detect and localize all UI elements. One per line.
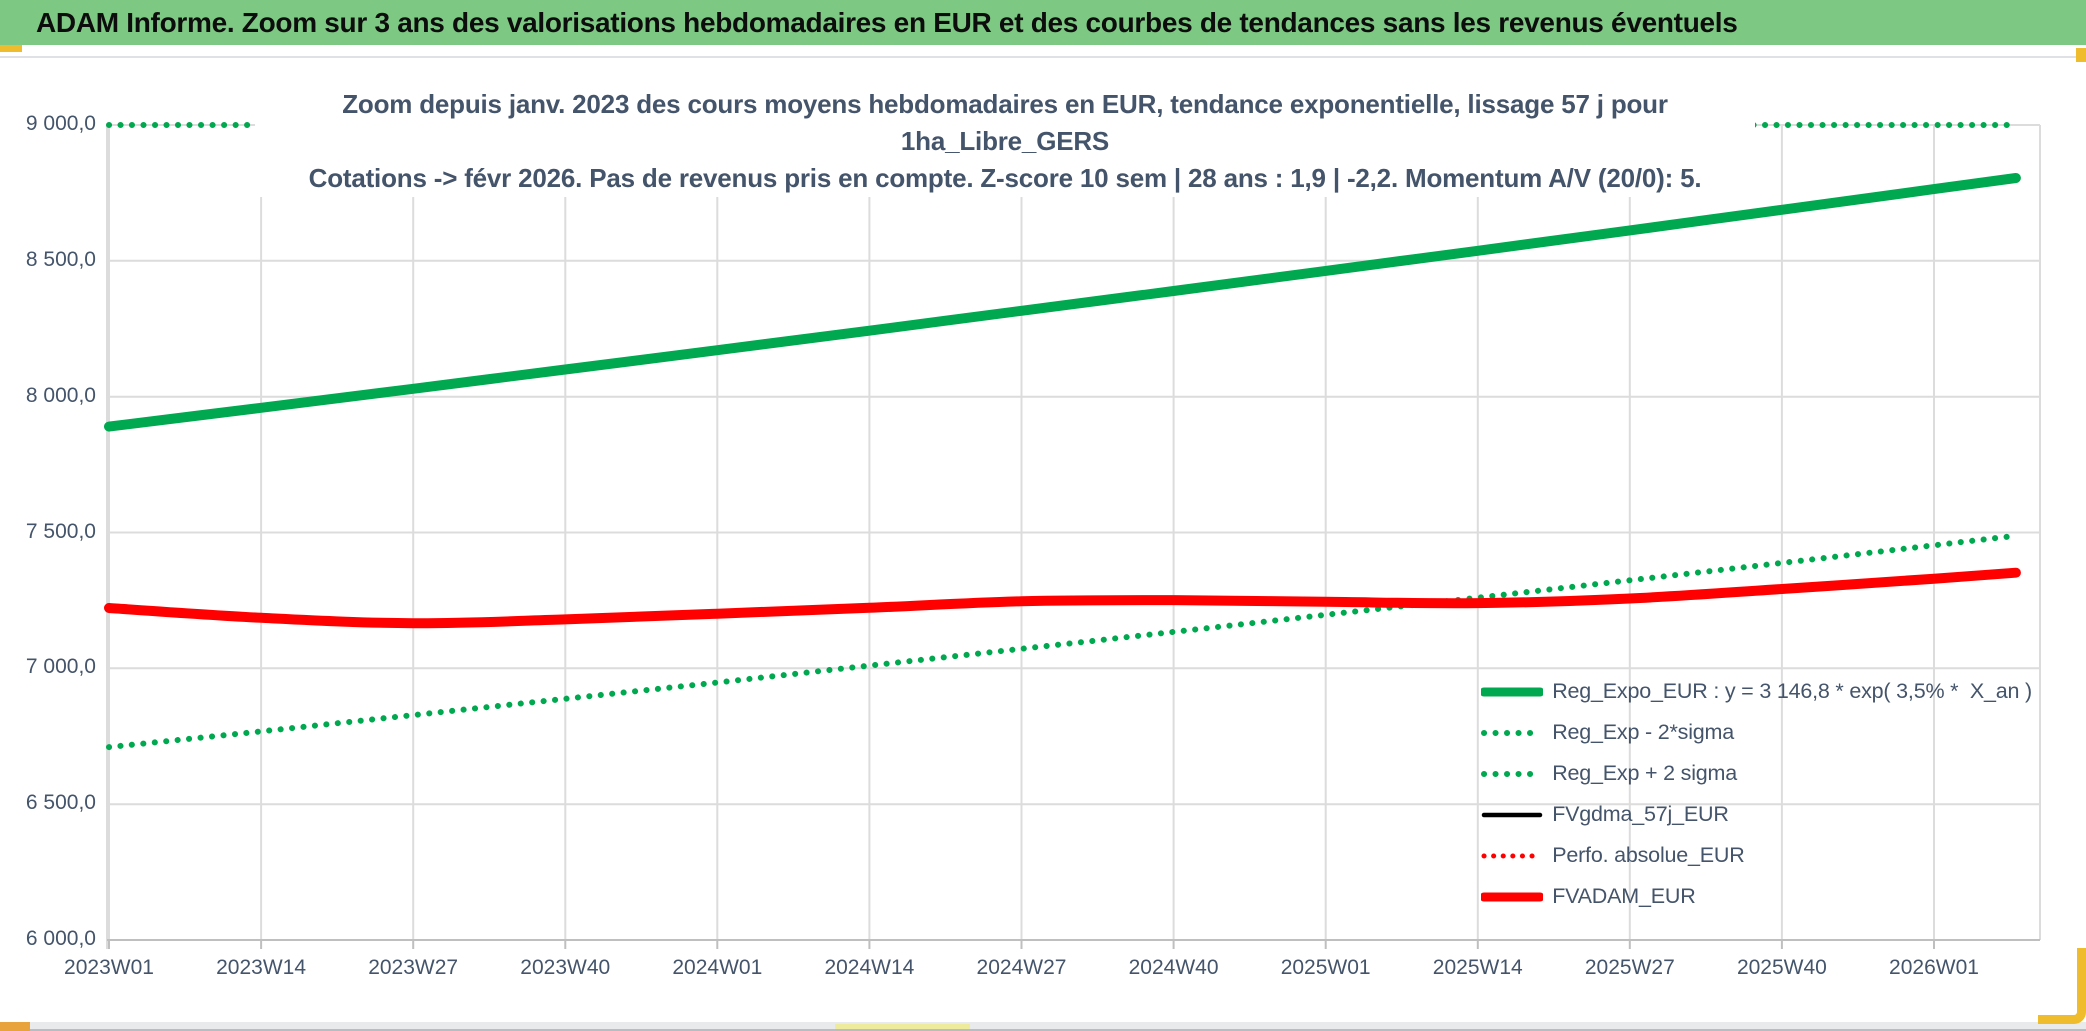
legend-swatch-line xyxy=(1481,687,1544,696)
series-line-fvadam-eur xyxy=(104,567,2021,629)
series-line-reg-expo-eur-y-3-146-8-exp-3-5-x-an xyxy=(104,173,2021,432)
legend: Reg_Expo_EUR : y = 3 146,8 * exp( 3,5% *… xyxy=(1481,671,2032,917)
legend-label: Reg_Exp - 2*sigma xyxy=(1552,720,1735,744)
pale-yellow-strip xyxy=(835,1024,970,1029)
chart-title-line2: Cotations -> févr 2026. Pas de revenus p… xyxy=(308,163,1702,193)
chart-resize-handle[interactable] xyxy=(2038,948,2086,1024)
legend-label: Reg_Exp + 2 sigma xyxy=(1552,761,1738,785)
legend-swatch-line xyxy=(1481,729,1544,736)
x-axis-label: 2024W14 xyxy=(824,956,915,979)
y-axis-label: 8 000,0 xyxy=(25,383,96,407)
x-axis-label: 2023W27 xyxy=(368,956,459,979)
x-axis-label: 2025W40 xyxy=(1736,956,1827,979)
x-axis-label: 2026W01 xyxy=(1889,956,1979,979)
chart-title-line1: Zoom depuis janv. 2023 des cours moyens … xyxy=(342,89,1668,156)
x-axis-label: 2024W40 xyxy=(1128,956,1219,979)
x-axis-label: 2023W01 xyxy=(64,956,154,979)
y-axis-label: 7 500,0 xyxy=(25,519,96,543)
x-axis-label: 2024W27 xyxy=(976,956,1067,979)
legend-swatch-line xyxy=(1481,770,1544,777)
header-bar: ADAM Informe. Zoom sur 3 ans des valoris… xyxy=(0,0,2086,45)
legend-swatch-line xyxy=(1481,853,1543,858)
x-axis-label: 2023W14 xyxy=(216,956,307,979)
header-title: ADAM Informe. Zoom sur 3 ans des valoris… xyxy=(36,6,1738,38)
chart-title: Zoom depuis janv. 2023 des cours moyens … xyxy=(255,86,1755,197)
bottom-scroll-band xyxy=(0,1022,2086,1031)
legend-item: Reg_Exp + 2 sigma xyxy=(1481,753,2032,794)
x-axis-label: 2025W14 xyxy=(1432,956,1523,979)
legend-item: FVADAM_EUR xyxy=(1481,876,2032,917)
x-axis-label: 2025W01 xyxy=(1280,956,1371,979)
legend-item: Reg_Exp - 2*sigma xyxy=(1481,712,2032,753)
y-axis-label: 9 000,0 xyxy=(25,112,96,135)
legend-label: Reg_Expo_EUR : y = 3 146,8 * exp( 3,5% *… xyxy=(1552,679,2032,703)
legend-swatch-line xyxy=(1481,892,1544,901)
gold-accent-top-right xyxy=(2076,48,2086,62)
y-axis-label: 8 500,0 xyxy=(25,247,96,271)
y-axis-label: 6 500,0 xyxy=(25,791,96,815)
y-axis-label: 7 000,0 xyxy=(25,655,96,679)
x-axis-label: 2023W40 xyxy=(520,956,611,979)
legend-label: FVgdma_57j_EUR xyxy=(1552,802,1729,826)
legend-item: Perfo. absolue_EUR xyxy=(1481,835,2032,876)
legend-label: FVADAM_EUR xyxy=(1552,884,1696,908)
gold-accent-top-left xyxy=(0,45,22,52)
gold-accent-bottom-left xyxy=(0,1022,30,1031)
legend-label: Perfo. absolue_EUR xyxy=(1552,843,1745,867)
legend-swatch-line xyxy=(1481,812,1543,817)
header-divider xyxy=(0,56,2086,58)
series-line-reg-exp-2-sigma xyxy=(106,532,2019,751)
x-axis-label: 2024W01 xyxy=(672,956,763,979)
legend-item: FVgdma_57j_EUR xyxy=(1481,794,2032,835)
y-axis-label: 6 000,0 xyxy=(25,927,96,950)
x-axis-label: 2025W27 xyxy=(1584,956,1675,979)
legend-item: Reg_Expo_EUR : y = 3 146,8 * exp( 3,5% *… xyxy=(1481,671,2032,712)
